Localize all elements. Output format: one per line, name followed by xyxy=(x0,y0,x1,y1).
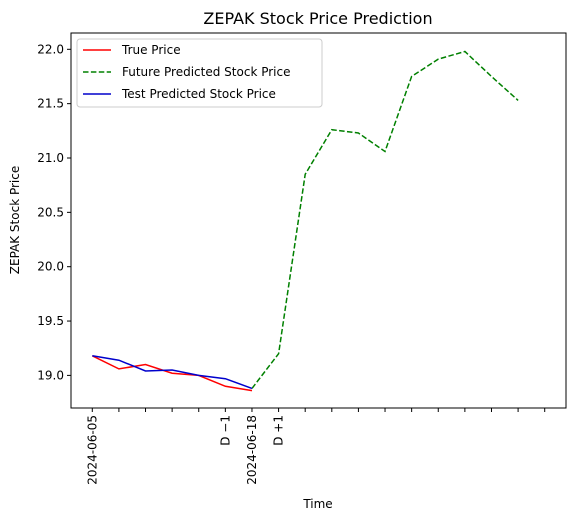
y-tick-label: 19.0 xyxy=(37,368,64,382)
x-tick-label: 2024-06-05 xyxy=(85,415,99,485)
y-tick-label: 22.0 xyxy=(37,42,64,56)
legend-label: True Price xyxy=(121,43,181,57)
y-axis: 19.0 19.5 20.0 20.5 21.0 21.5 22.0 xyxy=(37,42,71,382)
y-axis-label: ZEPAK Stock Price xyxy=(8,166,22,274)
legend-label: Test Predicted Stock Price xyxy=(121,87,276,101)
series-line-2 xyxy=(92,355,253,390)
x-tick-label: D +1 xyxy=(272,415,286,446)
y-tick-label: 20.5 xyxy=(37,205,64,219)
chart-title: ZEPAK Stock Price Prediction xyxy=(203,9,432,28)
legend-box xyxy=(76,38,323,108)
x-axis: 2024-06-05 D −1 2024-06-18 D +1 xyxy=(85,408,546,485)
y-tick-label: 20.0 xyxy=(37,260,64,274)
y-tick-label: 21.5 xyxy=(37,97,64,111)
plot-lines xyxy=(91,50,519,392)
series-line-0 xyxy=(91,355,253,392)
legend-label: Future Predicted Stock Price xyxy=(122,65,290,79)
legend: True Price Future Predicted Stock Price Te… xyxy=(76,38,323,108)
x-tick-label: 2024-06-18 xyxy=(245,415,259,485)
series-line-1 xyxy=(251,50,519,389)
x-axis-label: Time xyxy=(302,497,332,511)
plot-area xyxy=(70,32,567,409)
x-tick-label: D −1 xyxy=(218,415,232,446)
y-tick-label: 19.5 xyxy=(37,314,64,328)
y-tick-label: 21.0 xyxy=(37,151,64,165)
